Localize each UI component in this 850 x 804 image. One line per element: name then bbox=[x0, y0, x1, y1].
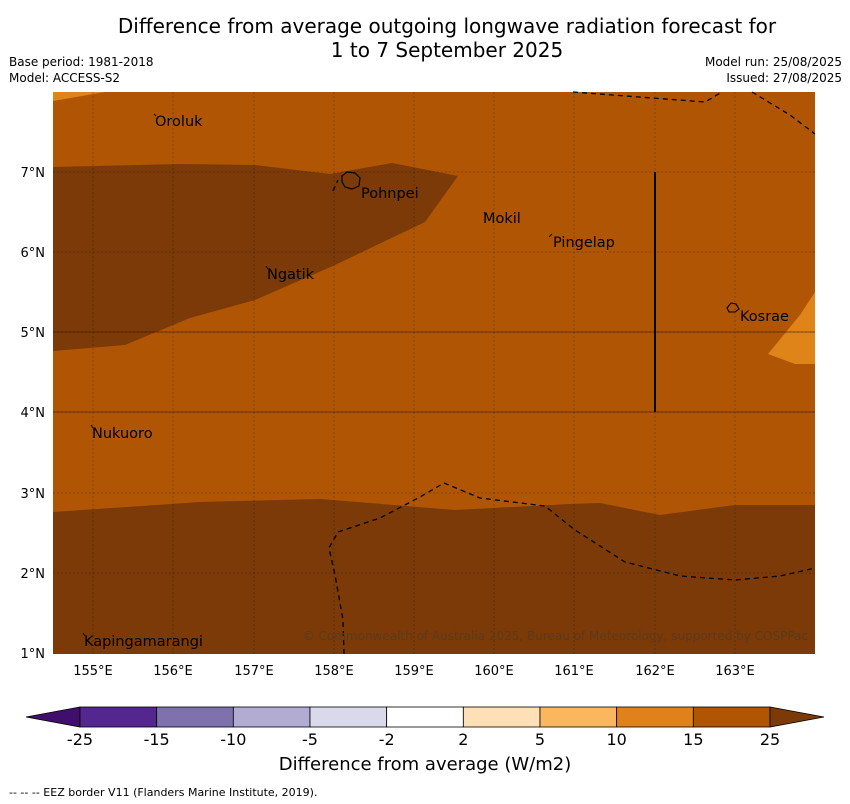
place-label-pingelap: Pingelap bbox=[553, 235, 615, 251]
lon-tick: 159°E bbox=[394, 664, 434, 679]
issued-date: Issued: 27/08/2025 bbox=[726, 71, 842, 85]
longitude-ticks: 155°E 156°E 157°E 158°E 159°E 160°E 161°… bbox=[73, 664, 755, 679]
colorbar-label: Difference from average (W/m2) bbox=[278, 754, 572, 775]
title-line-2: 1 to 7 September 2025 bbox=[330, 38, 564, 62]
lat-tick: 7°N bbox=[21, 166, 46, 181]
eez-border-northeast bbox=[751, 91, 816, 135]
atoll-marks bbox=[82, 113, 553, 637]
eez-footnote: -- -- -- EEZ border V11 (Flanders Marine… bbox=[9, 786, 318, 799]
lon-tick: 160°E bbox=[474, 664, 514, 679]
pohnpei-island-shape bbox=[341, 171, 361, 190]
place-label-ngatik: Ngatik bbox=[267, 267, 315, 283]
anomaly-band-25-plus-north bbox=[53, 163, 458, 351]
colorbar-segment bbox=[309, 706, 388, 728]
lon-tick: 155°E bbox=[73, 664, 113, 679]
colorbar-segment bbox=[462, 706, 541, 728]
lon-tick: 157°E bbox=[234, 664, 274, 679]
colorbar-segment bbox=[616, 706, 694, 728]
colorbar-tick-label: -15 bbox=[144, 730, 170, 749]
lat-tick: 6°N bbox=[21, 246, 46, 261]
place-label-oroluk: Oroluk bbox=[155, 114, 203, 130]
colorbar-tick-label: 25 bbox=[760, 730, 780, 749]
colorbar: -25 -15 -10 -5 -2 2 5 10 15 25 bbox=[25, 706, 825, 749]
place-label-nukuoro: Nukuoro bbox=[92, 426, 153, 442]
latitude-ticks: 7°N 6°N 5°N 4°N 3°N 2°N 1°N bbox=[21, 166, 46, 662]
base-period: Base period: 1981-2018 bbox=[9, 55, 154, 69]
map-title: Difference from average outgoing longwav… bbox=[0, 14, 850, 62]
eez-border-south bbox=[328, 482, 816, 655]
place-label-mokil: Mokil bbox=[483, 211, 521, 227]
anomaly-band-25-plus-south bbox=[53, 499, 815, 654]
lat-tick: 2°N bbox=[21, 567, 46, 582]
colorbar-tick-label: -2 bbox=[379, 730, 395, 749]
copyright-notice: © Commonwealth of Australia 2025, Bureau… bbox=[303, 629, 808, 643]
model-name: Model: ACCESS-S2 bbox=[9, 71, 121, 85]
colorbar-segment bbox=[232, 706, 311, 728]
colorbar-tick-label: 2 bbox=[458, 730, 468, 749]
eez-border-pohnpei bbox=[332, 179, 339, 192]
lat-tick: 3°N bbox=[21, 487, 46, 502]
colorbar-segment bbox=[539, 706, 618, 728]
colorbar-tick-label: -10 bbox=[220, 730, 246, 749]
anomaly-band-10-15-east bbox=[768, 292, 815, 364]
lon-tick: 162°E bbox=[635, 664, 675, 679]
colorbar-tick-label: -5 bbox=[302, 730, 318, 749]
model-run: Model run: 25/08/2025 bbox=[704, 55, 842, 69]
colorbar-segment bbox=[386, 706, 464, 728]
colorbar-tick-label: 15 bbox=[683, 730, 703, 749]
kosrae-island-shape bbox=[726, 302, 740, 313]
eez-borders bbox=[328, 91, 816, 655]
map-panel: Oroluk Pohnpei Mokil Pingelap Ngatik Kos… bbox=[53, 91, 816, 655]
title-line-1: Difference from average outgoing longwav… bbox=[117, 14, 777, 38]
colorbar-segment bbox=[692, 706, 771, 728]
colorbar-extend-low bbox=[25, 706, 81, 728]
lon-tick: 158°E bbox=[314, 664, 354, 679]
lat-tick: 1°N bbox=[21, 647, 46, 662]
lon-tick: 163°E bbox=[715, 664, 755, 679]
lat-tick: 5°N bbox=[21, 326, 46, 341]
colorbar-tick-label: 5 bbox=[535, 730, 545, 749]
lon-tick: 156°E bbox=[153, 664, 193, 679]
colorbar-tick-label: 10 bbox=[606, 730, 626, 749]
colorbar-segment bbox=[156, 706, 234, 728]
lon-tick: 161°E bbox=[554, 664, 594, 679]
place-label-kosrae: Kosrae bbox=[740, 309, 789, 325]
colorbar-segment bbox=[79, 706, 158, 728]
colorbar-tick-label: -25 bbox=[67, 730, 93, 749]
colorbar-extend-high bbox=[769, 706, 825, 728]
eez-border-north bbox=[572, 91, 723, 103]
place-label-kapingamarangi: Kapingamarangi bbox=[84, 634, 203, 650]
meta-right: Model run: 25/08/2025 Issued: 27/08/2025 bbox=[705, 54, 842, 86]
place-label-pohnpei: Pohnpei bbox=[361, 186, 419, 202]
map-figure: Oroluk Pohnpei Mokil Pingelap Ngatik Kos… bbox=[21, 91, 825, 749]
lat-tick: 4°N bbox=[21, 406, 46, 421]
meta-left: Base period: 1981-2018 Model: ACCESS-S2 bbox=[9, 54, 154, 86]
graticule-solid bbox=[53, 331, 815, 413]
anomaly-band-10-15-nw bbox=[53, 92, 105, 101]
